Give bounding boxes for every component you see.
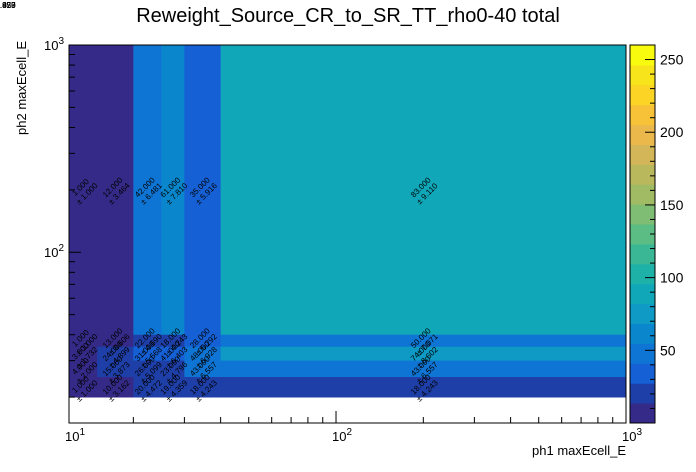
cell-value-label: 152.000 — [0, 0, 15, 1]
color-bar-segment — [630, 184, 655, 205]
heatmap-cell — [133, 334, 162, 348]
cell-error-label: ± 12.923 — [0, 1, 16, 10]
heatmap-cells — [69, 45, 627, 398]
cell-value-label: 101.000 — [0, 0, 15, 1]
cell-labels: 1.000± 1.000 12.000± 3.464 42.000± 6.48161… — [0, 0, 440, 404]
heatmap-cell — [133, 45, 162, 336]
cell-label-group: 209.000± 14.457 — [0, 0, 16, 10]
heatmap-cell — [133, 346, 162, 362]
color-bar-segment — [630, 303, 655, 325]
color-bar-segment — [630, 343, 655, 364]
cell-error-label: ± 14.457 — [0, 1, 16, 10]
cell-value-label: 167.000 — [0, 0, 15, 1]
y-tick-label: 103 — [44, 36, 64, 53]
color-bar-tick-label: 250 — [660, 52, 684, 68]
heatmap-cell — [133, 360, 162, 378]
heatmap-cell — [161, 377, 185, 398]
color-bar-segment — [630, 104, 655, 126]
color-bar-segment — [630, 204, 655, 225]
heatmap-cell — [220, 45, 627, 336]
y-axis-label: ph2 maxEcell_E — [14, 41, 29, 135]
heatmap-cell — [161, 360, 185, 378]
color-bar-segment — [630, 243, 655, 265]
plot-border — [68, 44, 627, 424]
heatmap-cell — [184, 346, 222, 362]
heatmap-cell — [161, 334, 185, 348]
color-bar-segment — [630, 84, 655, 106]
heatmap-cell — [97, 360, 134, 378]
x-tick-label: 103 — [622, 427, 642, 444]
heatmap-cell — [220, 377, 627, 398]
cell-label-group: 167.000± 12.923 — [0, 0, 16, 10]
heatmap-cell — [220, 346, 627, 362]
y-tick-label: 102 — [44, 243, 64, 260]
color-bar-segment — [630, 164, 655, 185]
color-bar-segment — [630, 124, 655, 145]
chart-title: Reweight_Source_CR_to_SR_TT_rho0-40 tota… — [136, 5, 560, 27]
x-axis: 101 102 103 — [65, 411, 642, 444]
color-bar-segment — [630, 323, 655, 344]
color-bar-segment — [630, 283, 655, 305]
heatmap-cell — [69, 346, 98, 362]
heatmap-cell — [97, 45, 134, 336]
cell-error-label: ± 15.875 — [0, 1, 16, 10]
heatmap-cell — [69, 377, 98, 398]
heatmap-cell — [161, 346, 185, 362]
heatmap-cell — [161, 45, 185, 336]
color-bar-tick-label: 100 — [660, 270, 684, 286]
heatmap-cell — [97, 377, 134, 398]
heatmap-cell — [133, 377, 162, 398]
heatmap-cell — [220, 334, 627, 348]
color-bar-segment — [630, 144, 655, 165]
color-bar: 50 100 150 200 250 — [629, 44, 684, 424]
heatmap-cell — [184, 360, 222, 378]
heatmap-cell — [184, 377, 222, 398]
cell-label-group: 152.000± 12.329 — [0, 0, 16, 10]
x-tick-label: 101 — [65, 427, 85, 444]
cell-error-label: ± 12.329 — [0, 1, 16, 10]
color-bar-tick-label: 200 — [660, 124, 684, 140]
heatmap-cell — [69, 334, 98, 348]
color-bar-segment — [630, 263, 655, 285]
color-bar-segment — [630, 45, 655, 66]
y-axis: 102 103 — [44, 36, 81, 398]
plot-frame — [68, 44, 627, 424]
cell-label-group: 252.000± 15.875 — [0, 0, 16, 10]
cell-error-label: ± 10.050 — [0, 1, 16, 10]
color-bar-tick-label: 150 — [660, 197, 684, 213]
cell-label-group: 101.000± 10.050 — [0, 0, 16, 10]
heatmap-cell — [97, 334, 134, 348]
heatmap-cell — [220, 360, 627, 378]
color-bar-tick-label: 50 — [660, 342, 676, 358]
color-bar-segment — [630, 64, 655, 86]
x-tick-label: 102 — [332, 427, 352, 444]
x-axis-label: ph1 maxEcell_E — [532, 443, 626, 458]
cell-value-label: 209.000 — [0, 0, 15, 1]
heatmap-cell — [97, 346, 134, 362]
heatmap-cell — [184, 334, 222, 348]
heatmap-cell — [69, 360, 98, 378]
color-bar-segment — [630, 224, 655, 245]
cell-value-label: 252.000 — [0, 0, 15, 1]
color-bar-segment — [630, 403, 655, 424]
color-bar-segment — [630, 383, 655, 404]
color-bar-segment — [630, 363, 655, 384]
heatmap-cell — [184, 45, 222, 336]
